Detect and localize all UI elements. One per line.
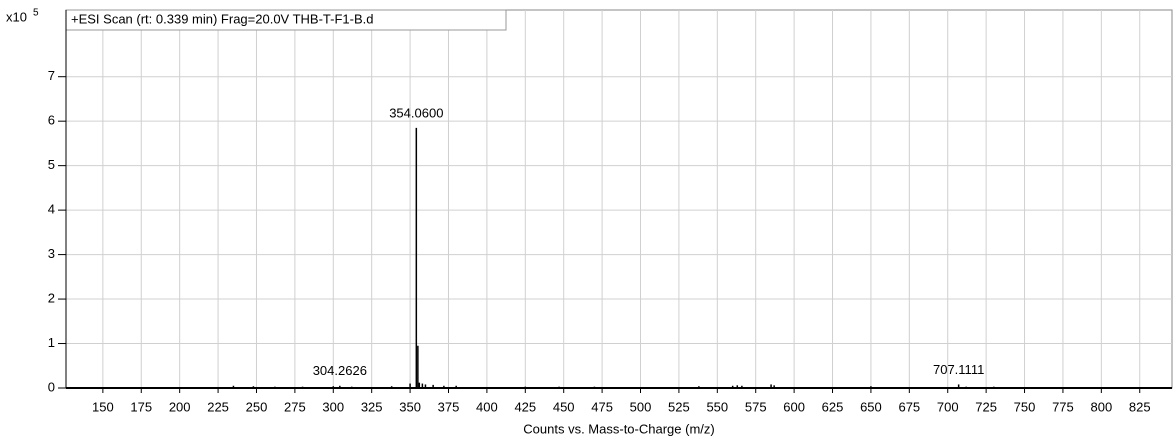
x-tick-label: 425	[514, 399, 536, 414]
x-tick-label: 250	[246, 399, 268, 414]
y-multiplier: x10	[6, 9, 27, 24]
y-exponent: 5	[33, 8, 39, 19]
x-tick-label: 650	[860, 399, 882, 414]
x-tick-label: 225	[207, 399, 229, 414]
x-tick-label: 725	[975, 399, 997, 414]
x-tick-label: 625	[822, 399, 844, 414]
y-tick-label: 6	[48, 113, 55, 128]
x-tick-label: 600	[783, 399, 805, 414]
peak-label: 304.2626	[313, 363, 367, 378]
plot-frame	[65, 9, 1173, 389]
x-tick-label: 450	[553, 399, 575, 414]
x-tick-label: 825	[1129, 399, 1151, 414]
x-tick-label: 375	[438, 399, 460, 414]
x-tick-label: 775	[1052, 399, 1074, 414]
y-tick-label: 2	[48, 290, 55, 305]
y-tick-label: 4	[48, 202, 55, 217]
x-tick-label: 750	[1014, 399, 1036, 414]
chart-title: +ESI Scan (rt: 0.339 min) Frag=20.0V THB…	[71, 11, 374, 26]
x-tick-label: 350	[399, 399, 421, 414]
x-tick-label: 500	[630, 399, 652, 414]
x-tick-label: 525	[668, 399, 690, 414]
y-tick-label: 5	[48, 157, 55, 172]
x-tick-label: 400	[476, 399, 498, 414]
x-tick-label: 575	[745, 399, 767, 414]
peak-label: 707.1111	[933, 362, 984, 377]
y-tick-label: 0	[48, 379, 55, 394]
x-tick-label: 300	[322, 399, 344, 414]
x-tick-label: 325	[361, 399, 383, 414]
x-tick-label: 150	[92, 399, 114, 414]
x-tick-label: 200	[169, 399, 191, 414]
y-tick-label: 1	[48, 335, 55, 350]
peak-label: 354.0600	[389, 105, 443, 120]
x-tick-label: 675	[898, 399, 920, 414]
x-tick-label: 550	[706, 399, 728, 414]
x-axis-label: Counts vs. Mass-to-Charge (m/z)	[523, 421, 714, 436]
x-tick-label: 175	[130, 399, 152, 414]
x-tick-label: 700	[937, 399, 959, 414]
x-tick-label: 800	[1090, 399, 1112, 414]
x-tick-label: 275	[284, 399, 306, 414]
y-tick-label: 7	[48, 68, 55, 83]
y-tick-label: 3	[48, 246, 55, 261]
x-tick-label: 475	[591, 399, 613, 414]
